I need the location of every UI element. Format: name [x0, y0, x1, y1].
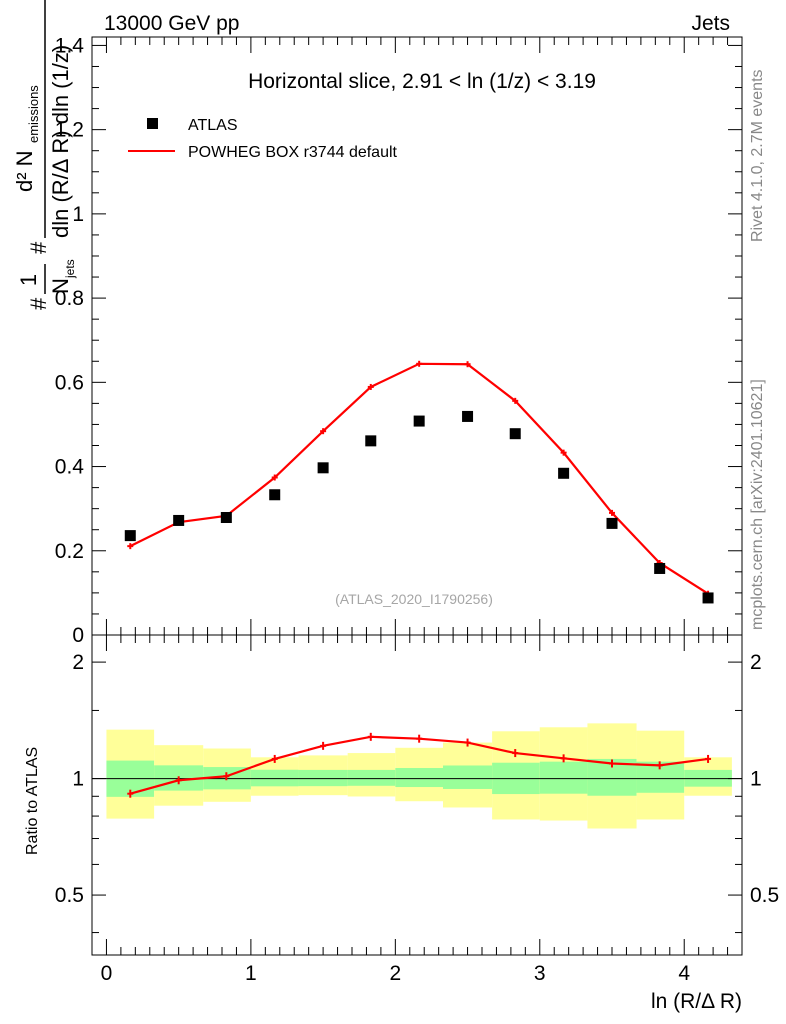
ylabel-frac2-den: dln (R/Δ R) dln (1/z): [48, 45, 73, 238]
main-ytick-label: 0.6: [55, 371, 84, 394]
energy-label: 13000 GeV pp: [104, 12, 239, 35]
ratio-ytick-label-left: 1: [72, 768, 84, 791]
atlas-point: [462, 410, 474, 422]
atlas-point: [606, 517, 618, 529]
atlas-point: [173, 514, 185, 526]
ratio-ytick-label-right: 0.5: [750, 884, 779, 907]
main-axis-ticks: [92, 37, 743, 636]
main-ytick-label: 0.2: [55, 540, 84, 563]
atlas-point: [269, 489, 281, 501]
ylabel-hash-2: #: [26, 241, 51, 254]
atlas-point: [413, 415, 425, 427]
main-ytick-label: 1: [72, 203, 84, 226]
stat-uncertainty-band: [347, 769, 396, 786]
ylabel-frac1-num: 1: [16, 274, 41, 286]
ratio-axis-ticks: [92, 635, 743, 955]
stat-uncertainty-band: [298, 769, 348, 787]
ratio-ytick-label-right: 2: [750, 651, 762, 674]
legend-atlas-label: ATLAS: [188, 117, 238, 134]
main-ytick-label: 0.8: [55, 287, 84, 310]
ylabel-frac2-num-sub: emissions: [26, 85, 41, 143]
stat-uncertainty-band: [395, 767, 443, 788]
main-y-axis-label: # 1 N jets # d² N emissions dln (R/Δ R) …: [12, 0, 77, 310]
ylabel-hash-1: #: [26, 297, 51, 310]
main-ytick-label: 0.4: [55, 456, 85, 479]
ratio-xtick-label: 3: [534, 962, 546, 985]
atlas-point: [124, 530, 136, 542]
atlas-point: [220, 512, 232, 524]
atlas-point: [509, 428, 521, 440]
powheg-line: [129, 362, 709, 595]
atlas-point: [365, 435, 377, 447]
legend-atlas-marker: [147, 118, 158, 129]
atlas-point: [654, 562, 666, 574]
chart-title: Horizontal slice, 2.91 < ln (1/z) < 3.19: [248, 70, 596, 93]
atlas-series: [124, 410, 714, 604]
stat-uncertainty-band: [539, 761, 588, 794]
main-y-tick-labels: 0 0.2 0.4 0.6 0.8 1 1.2 1.4: [55, 34, 85, 647]
ylabel-frac1-den-sub: jets: [63, 259, 77, 279]
stat-uncertainty-band: [443, 765, 493, 789]
main-ytick-label: 1.4: [55, 34, 85, 57]
process-label: Jets: [691, 12, 730, 35]
main-ytick-label: 0: [72, 624, 84, 647]
ratio-x-tick-labels: 0 1 2 3 4: [101, 962, 691, 985]
ratio-frame: [91, 634, 743, 956]
x-axis-label: ln (R/Δ R): [651, 990, 742, 1013]
legend-powheg-label: POWHEG BOX r3744 default: [188, 144, 398, 161]
ratio-y-tick-labels: 0.5 0.5 1 1 2 2: [55, 651, 779, 907]
atlas-point: [702, 592, 714, 604]
ratio-xtick-label: 1: [245, 962, 257, 985]
ratio-ytick-label-left: 0.5: [55, 884, 84, 907]
atlas-point: [558, 467, 570, 479]
rivet-label: Rivet 4.1.0, 2.7M events: [749, 69, 766, 242]
ratio-xtick-label: 4: [678, 962, 690, 985]
main-panel: 0 0.2 0.4 0.6 0.8 1 1.2 1.4 Horizontal slice, 2…: [12, 0, 743, 647]
ylabel-frac1-den: N: [48, 278, 73, 294]
ratio-ytick-label-left: 2: [72, 651, 84, 674]
ratio-xtick-label: 2: [389, 962, 401, 985]
ylabel-frac2-num: d² N: [12, 150, 37, 192]
mcplots-label: mcplots.cern.ch [arXiv:2401.10621]: [749, 379, 766, 630]
powheg-series: [127, 360, 712, 597]
analysis-watermark: (ATLAS_2020_I1790256): [335, 591, 493, 607]
ratio-y-axis-label: Ratio to ATLAS: [24, 747, 41, 855]
ratio-ytick-label-right: 1: [750, 768, 762, 791]
stat-uncertainty-band: [250, 769, 299, 787]
main-ytick-label: 1.2: [55, 119, 84, 142]
ratio-powheg-series: [127, 732, 712, 798]
atlas-point: [317, 462, 329, 474]
ratio-xtick-label: 0: [101, 962, 113, 985]
ratio-panel: 0.5 0.5 1 1 2 2 0 1 2 3 4 Ratio to ATLAS ln (R/Δ …: [24, 634, 779, 1013]
